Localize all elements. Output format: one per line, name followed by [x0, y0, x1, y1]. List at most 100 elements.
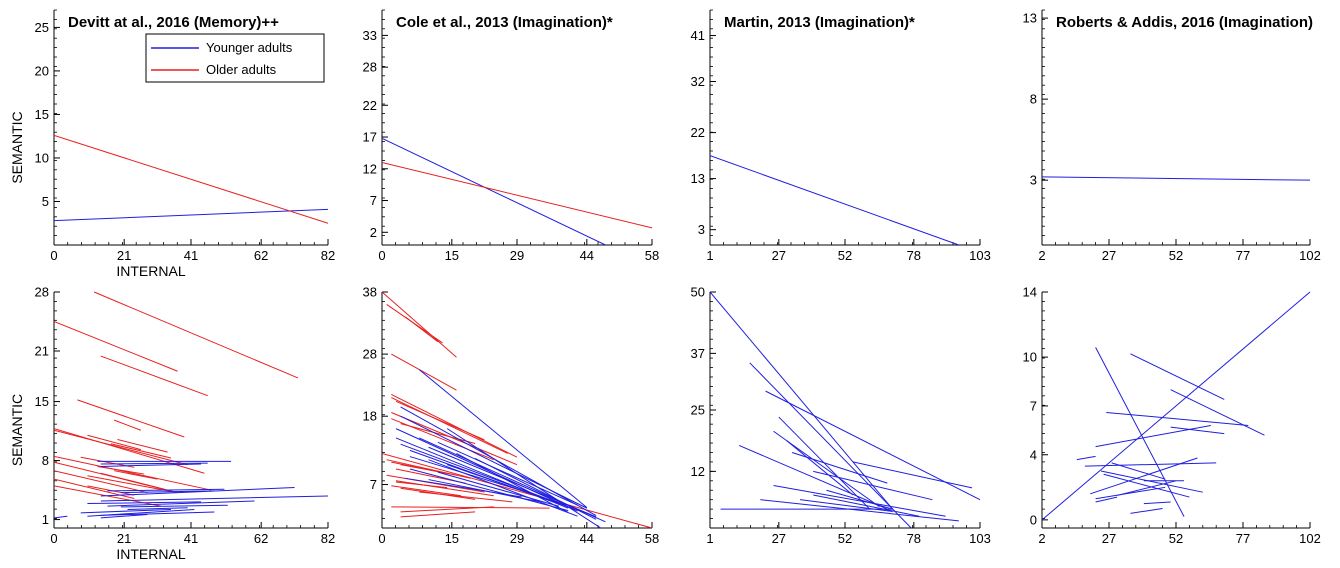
- series-line-older: [54, 134, 329, 224]
- series-line-older: [400, 506, 494, 513]
- x-axis-label: INTERNAL: [116, 263, 185, 279]
- series-line-younger: [813, 470, 933, 501]
- series-line-younger: [100, 463, 202, 467]
- series-line-younger: [1090, 457, 1198, 495]
- series-line-younger: [409, 468, 569, 512]
- x-tick-label: 52: [838, 531, 852, 546]
- y-tick-label: 15: [35, 394, 49, 409]
- x-tick-label: 29: [510, 531, 524, 546]
- x-tick-label: 82: [321, 248, 335, 263]
- series-line-older: [54, 429, 188, 466]
- series-line-older: [395, 400, 485, 441]
- series-line-younger: [107, 500, 255, 507]
- series-line-younger: [456, 453, 569, 513]
- panel-individual-2: 1 27 52 78 103 12 25 37 50: [691, 285, 991, 547]
- series-line-younger: [87, 501, 202, 505]
- y-tick-label: 41: [691, 28, 705, 43]
- series-line-older: [400, 423, 476, 445]
- y-tick-label: 37: [691, 346, 705, 361]
- legend-label-younger: Younger adults: [206, 40, 293, 55]
- series-line-younger: [1111, 462, 1166, 480]
- series-line-older: [391, 506, 550, 509]
- series-line-younger: [127, 507, 188, 510]
- y-tick-label: 50: [691, 285, 705, 300]
- series-line-younger: [1170, 426, 1225, 435]
- x-tick-label: 78: [907, 248, 921, 263]
- x-tick-label: 21: [117, 248, 131, 263]
- series-line-younger: [107, 488, 225, 492]
- series-line-younger: [710, 155, 959, 245]
- series-line-younger: [100, 462, 208, 465]
- panel-title: Cole et al., 2013 (Imagination)*: [396, 14, 613, 31]
- x-tick-label: 58: [645, 248, 659, 263]
- series-line-older: [93, 291, 299, 379]
- y-tick-label: 13: [691, 171, 705, 186]
- x-tick-label: 27: [772, 248, 786, 263]
- y-tick-label: 18: [363, 409, 377, 424]
- series-line-older: [77, 399, 185, 438]
- panel-group-0: 0 21 41 62 82 5 10 15 20 25 Devitt at al., 2016 (M…: [9, 9, 335, 279]
- x-tick-label: 0: [50, 531, 57, 546]
- y-tick-label: 22: [691, 125, 705, 140]
- series-line-younger: [786, 440, 854, 496]
- series-line-younger: [437, 471, 560, 507]
- series-line-older: [391, 394, 518, 458]
- x-tick-label: 0: [50, 248, 57, 263]
- x-tick-label: 15: [445, 531, 459, 546]
- y-tick-label: 38: [363, 285, 377, 300]
- x-tick-label: 52: [838, 248, 852, 263]
- series-line-older: [400, 464, 448, 474]
- y-tick-label: 20: [35, 63, 49, 78]
- y-tick-label: 5: [42, 194, 49, 209]
- x-tick-label: 62: [254, 531, 268, 546]
- series-line-younger: [1170, 389, 1265, 436]
- series-line-younger: [1095, 486, 1166, 500]
- y-axis-label: SEMANTIC: [9, 394, 25, 466]
- series-line-younger: [1095, 347, 1185, 517]
- y-tick-label: 8: [42, 453, 49, 468]
- series-line-younger: [826, 489, 893, 510]
- series-line-older: [382, 161, 653, 229]
- series-line-younger: [1042, 291, 1311, 521]
- series-line-older: [97, 465, 145, 475]
- y-tick-label: 22: [363, 98, 377, 113]
- plot-area: [54, 134, 329, 224]
- x-tick-label: 52: [1169, 248, 1183, 263]
- y-tick-label: 17: [363, 130, 377, 145]
- series-line-younger: [1130, 353, 1225, 400]
- series-line-younger: [773, 485, 946, 517]
- y-axis-label: SEMANTIC: [9, 111, 25, 183]
- series-line-older: [117, 439, 168, 453]
- series-line-older: [113, 419, 142, 431]
- x-tick-label: 52: [1169, 531, 1183, 546]
- y-tick-label: 33: [363, 28, 377, 43]
- series-line-older: [395, 481, 448, 489]
- x-tick-label: 27: [1102, 248, 1116, 263]
- series-line-younger: [1100, 470, 1203, 493]
- series-line-older: [391, 485, 462, 497]
- series-line-younger: [100, 487, 295, 497]
- series-line-older: [391, 353, 457, 391]
- series-line-younger: [852, 461, 973, 489]
- x-tick-label: 1: [706, 248, 713, 263]
- series-line-younger: [765, 390, 981, 501]
- series-line-younger: [100, 514, 148, 519]
- series-line-older: [382, 291, 457, 358]
- x-tick-label: 2: [1038, 531, 1045, 546]
- plot-area: [382, 291, 653, 528]
- panel-individual-3: 2 27 52 77 102 0 4 7 10 14: [1023, 285, 1321, 547]
- series-line-younger: [1076, 455, 1096, 461]
- x-tick-label: 102: [1299, 248, 1321, 263]
- series-line-younger: [446, 428, 602, 528]
- panel-title: Roberts & Addis, 2016 (Imagination): [1056, 14, 1313, 31]
- y-tick-label: 32: [691, 74, 705, 89]
- x-tick-label: 103: [969, 248, 991, 263]
- series-line-younger: [760, 499, 959, 522]
- y-tick-label: 28: [363, 60, 377, 75]
- x-tick-label: 41: [184, 248, 198, 263]
- y-tick-label: 7: [370, 477, 377, 492]
- legend-label-older: Older adults: [206, 62, 277, 77]
- series-line-younger: [400, 415, 588, 509]
- x-tick-label: 27: [772, 531, 786, 546]
